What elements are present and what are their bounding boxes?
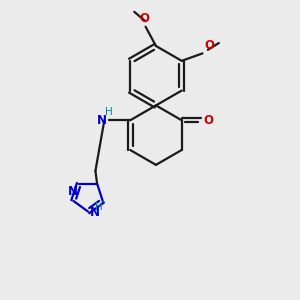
Text: O: O	[140, 12, 149, 25]
Text: N: N	[68, 185, 78, 198]
Text: N: N	[89, 206, 100, 219]
Text: N: N	[97, 114, 107, 127]
Text: O: O	[203, 114, 213, 127]
Text: H: H	[94, 202, 102, 212]
Text: O: O	[204, 39, 214, 52]
Text: H: H	[105, 107, 113, 117]
